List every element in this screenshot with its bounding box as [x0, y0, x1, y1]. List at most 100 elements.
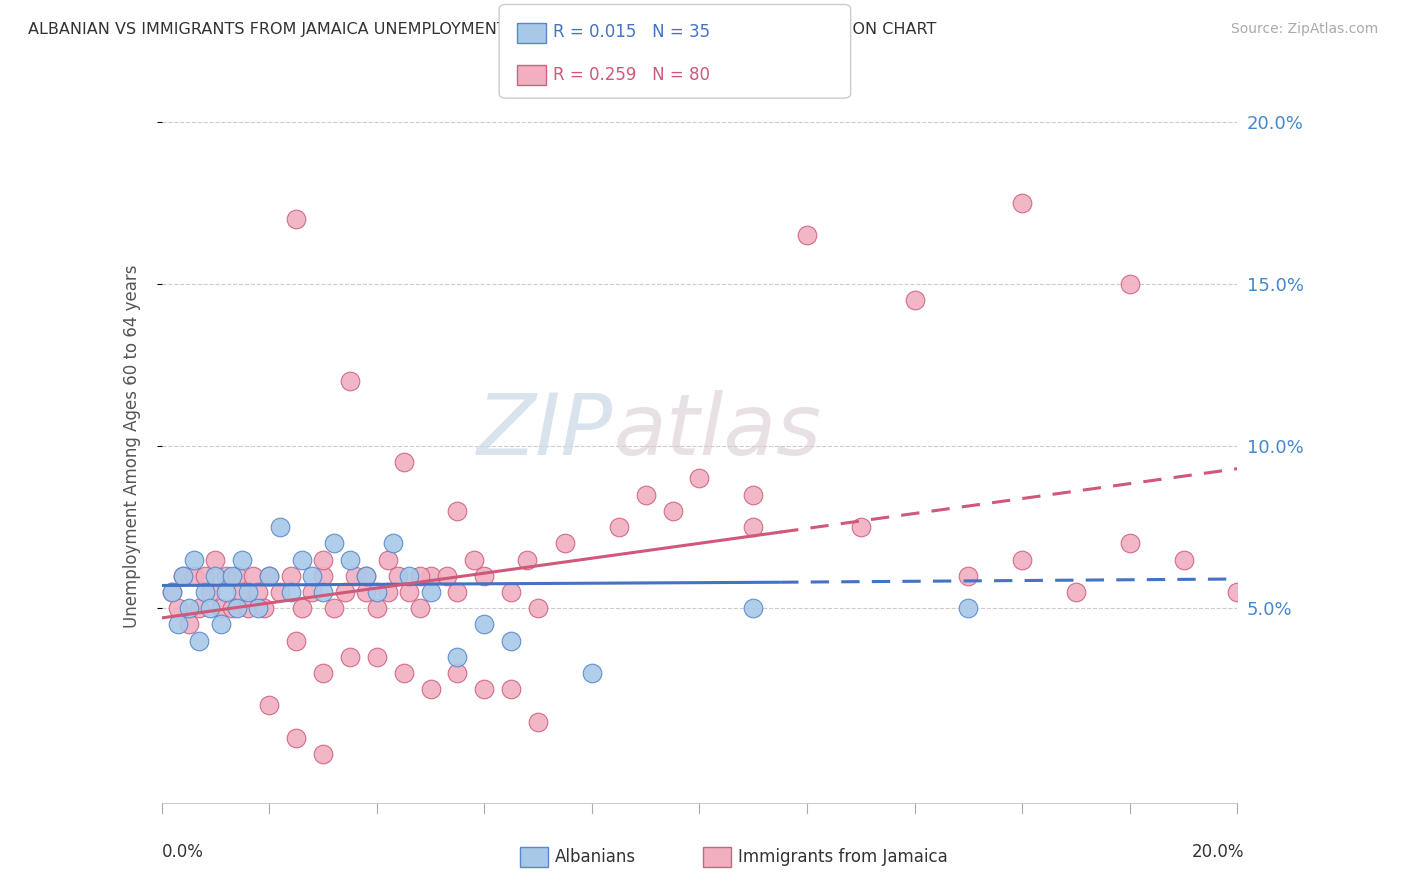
Point	[204, 552, 226, 566]
Point	[1064, 585, 1087, 599]
Point	[172, 568, 194, 582]
Point	[392, 666, 415, 681]
Point	[366, 601, 388, 615]
Point	[354, 568, 377, 582]
Point	[957, 568, 980, 582]
Point	[634, 488, 657, 502]
Point	[312, 747, 335, 761]
Point	[231, 552, 253, 566]
Point	[1011, 552, 1033, 566]
Text: R = 0.015   N = 35: R = 0.015 N = 35	[553, 23, 710, 41]
Point	[188, 601, 211, 615]
Point	[259, 698, 281, 713]
Point	[527, 601, 550, 615]
Point	[215, 568, 238, 582]
Point	[409, 568, 432, 582]
Point	[285, 731, 308, 745]
Point	[419, 585, 441, 599]
Point	[242, 568, 264, 582]
Point	[198, 585, 221, 599]
Point	[183, 552, 205, 566]
Point	[247, 601, 270, 615]
Point	[253, 601, 276, 615]
Point	[194, 585, 217, 599]
Point	[290, 552, 312, 566]
Point	[554, 536, 576, 550]
Point	[501, 633, 523, 648]
Point	[366, 585, 388, 599]
Point	[259, 568, 281, 582]
Text: 20.0%: 20.0%	[1192, 843, 1244, 861]
Point	[472, 682, 495, 697]
Point	[1119, 536, 1142, 550]
Point	[188, 633, 211, 648]
Point	[742, 601, 765, 615]
Point	[166, 617, 188, 632]
Point	[344, 568, 367, 582]
Y-axis label: Unemployment Among Ages 60 to 64 years: Unemployment Among Ages 60 to 64 years	[122, 264, 141, 628]
Point	[247, 585, 270, 599]
Point	[527, 714, 550, 729]
Text: atlas: atlas	[613, 390, 821, 474]
Point	[231, 585, 253, 599]
Text: ZIP: ZIP	[477, 390, 613, 474]
Point	[1119, 277, 1142, 291]
Point	[312, 666, 335, 681]
Point	[339, 374, 361, 388]
Point	[177, 601, 200, 615]
Point	[269, 520, 291, 534]
Point	[472, 617, 495, 632]
Point	[221, 568, 243, 582]
Point	[183, 568, 205, 582]
Point	[339, 649, 361, 664]
Point	[1011, 195, 1033, 210]
Point	[312, 568, 335, 582]
Point	[236, 601, 259, 615]
Point	[366, 649, 388, 664]
Point	[688, 471, 710, 485]
Text: ALBANIAN VS IMMIGRANTS FROM JAMAICA UNEMPLOYMENT AMONG AGES 60 TO 64 YEARS CORRE: ALBANIAN VS IMMIGRANTS FROM JAMAICA UNEM…	[28, 22, 936, 37]
Point	[198, 601, 221, 615]
Point	[312, 552, 335, 566]
Point	[377, 585, 399, 599]
Point	[322, 601, 344, 615]
Point	[172, 568, 194, 582]
Text: R = 0.259   N = 80: R = 0.259 N = 80	[553, 66, 710, 84]
Point	[162, 585, 184, 599]
Point	[398, 585, 420, 599]
Point	[904, 293, 927, 307]
Point	[381, 536, 404, 550]
Point	[446, 649, 468, 664]
Point	[446, 666, 468, 681]
Point	[166, 601, 188, 615]
Point	[607, 520, 630, 534]
Point	[419, 568, 441, 582]
Point	[581, 666, 603, 681]
Point	[501, 682, 523, 697]
Text: Source: ZipAtlas.com: Source: ZipAtlas.com	[1230, 22, 1378, 37]
Point	[516, 552, 538, 566]
Point	[312, 585, 335, 599]
Point	[301, 568, 323, 582]
Point	[301, 585, 323, 599]
Point	[209, 601, 232, 615]
Point	[269, 585, 291, 599]
Point	[661, 504, 683, 518]
Point	[221, 601, 243, 615]
Point	[194, 568, 217, 582]
Point	[463, 552, 485, 566]
Point	[215, 585, 238, 599]
Point	[354, 568, 377, 582]
Point	[290, 601, 312, 615]
Point	[398, 568, 420, 582]
Text: Albanians: Albanians	[555, 848, 637, 866]
Point	[409, 601, 432, 615]
Point	[742, 520, 765, 534]
Point	[226, 568, 249, 582]
Point	[446, 504, 468, 518]
Point	[236, 585, 259, 599]
Text: Immigrants from Jamaica: Immigrants from Jamaica	[738, 848, 948, 866]
Point	[204, 568, 226, 582]
Point	[280, 585, 302, 599]
Point	[501, 585, 523, 599]
